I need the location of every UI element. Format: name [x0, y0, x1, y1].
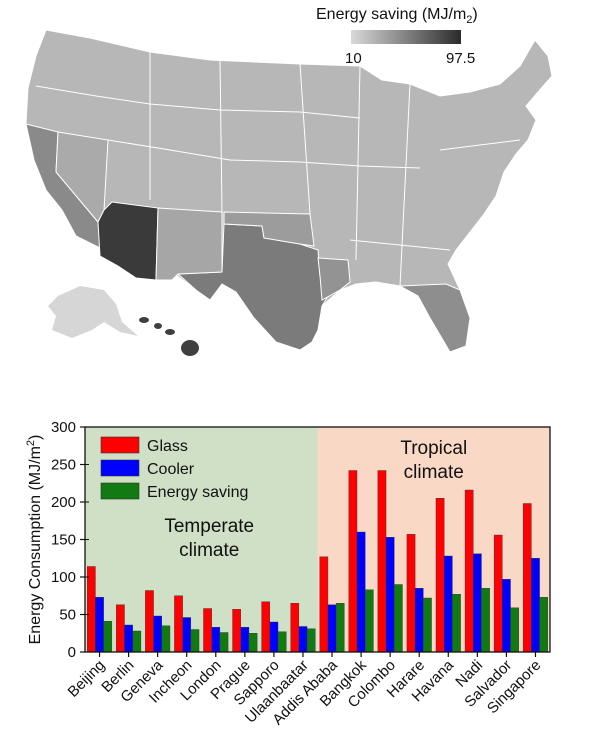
state-oklahoma	[223, 211, 315, 247]
bar-glass-14	[493, 534, 503, 653]
y-tick-label-0: 0	[68, 644, 76, 661]
bar-cooler-3	[182, 617, 192, 653]
bar-cooler-6	[269, 621, 279, 653]
legend: Glass Cooler Energy saving	[100, 436, 248, 501]
region-labels: Temperate climate Tropical climate	[164, 438, 467, 561]
bar-glass-8	[319, 556, 329, 653]
bar-energy-saving-13	[481, 588, 490, 653]
state-alaska	[48, 286, 138, 338]
legend-label-1: Cooler	[147, 461, 195, 478]
bar-energy-saving-0	[103, 621, 113, 653]
bar-energy-saving-12	[452, 594, 461, 653]
bar-energy-saving-8	[335, 603, 345, 653]
bar-cooler-10	[385, 537, 395, 653]
bar-glass-10	[377, 470, 387, 653]
bar-energy-saving-10	[394, 584, 403, 653]
bar-cooler-0	[95, 597, 104, 653]
bar-glass-13	[464, 489, 474, 653]
bar-glass-1	[116, 604, 125, 653]
bar-glass-5	[232, 609, 241, 653]
bar-glass-11	[406, 534, 416, 653]
bar-glass-6	[261, 601, 271, 653]
bar-energy-saving-3	[190, 629, 200, 653]
bar-cooler-2	[153, 615, 162, 653]
bar-cooler-12	[443, 555, 453, 653]
colorbar-min-label: 10	[345, 50, 362, 67]
bar-marks	[87, 470, 548, 653]
state-arizona	[97, 201, 159, 281]
bar-cooler-8	[327, 604, 337, 653]
bar-cooler-5	[240, 627, 250, 653]
state-new-mexico	[155, 207, 223, 281]
bar-glass-2	[145, 590, 154, 653]
bar-glass-4	[203, 608, 212, 653]
colorbar-title: Energy saving (MJ/m2)	[316, 6, 478, 26]
bar-energy-saving-9	[364, 589, 374, 653]
bar-cooler-15	[531, 558, 540, 653]
bar-energy-saving-5	[248, 633, 258, 653]
state-borders	[35, 52, 521, 287]
bar-cooler-13	[473, 553, 482, 653]
bar-energy-saving-11	[423, 597, 432, 653]
bar-glass-15	[522, 503, 532, 653]
bar-glass-0	[87, 566, 96, 653]
energy-consumption-chart: 050100150200250300BeijingBerlinGenevaInc…	[25, 419, 551, 728]
state-louisiana	[317, 257, 351, 301]
legend-label-0: Glass	[147, 438, 188, 455]
region-label-line2-0: climate	[179, 540, 239, 561]
region-label-line1-1: Tropical	[400, 438, 467, 459]
y-tick-label-4: 200	[51, 494, 76, 511]
region-label-line1-0: Temperate	[164, 516, 254, 537]
bar-cooler-11	[414, 588, 424, 653]
bar-energy-saving-15	[539, 597, 548, 653]
bar-energy-saving-4	[219, 632, 229, 653]
y-tick-label-5: 250	[51, 457, 76, 474]
bar-cooler-14	[502, 579, 511, 653]
state-florida	[398, 283, 471, 353]
bar-cooler-4	[211, 627, 221, 653]
legend-swatch-0	[100, 436, 140, 454]
y-tick-label-3: 150	[51, 532, 76, 549]
us-energy-saving-map: Energy saving (MJ/m2) 10 97.5	[25, 6, 553, 356]
x-tick-label-0: Beijing	[64, 657, 108, 701]
bar-energy-saving-1	[132, 630, 142, 653]
bar-glass-7	[290, 603, 300, 653]
y-tick-label-6: 300	[51, 419, 76, 436]
legend-label-2: Energy saving	[147, 484, 248, 501]
y-tick-label-2: 100	[51, 569, 76, 586]
legend-swatch-1	[100, 459, 140, 477]
bar-glass-3	[174, 595, 183, 653]
bar-cooler-1	[124, 624, 133, 653]
bar-cooler-9	[356, 531, 366, 653]
colorbar-max-label: 97.5	[446, 50, 475, 67]
bar-energy-saving-6	[277, 631, 287, 653]
bar-glass-12	[435, 498, 445, 653]
colorbar	[351, 30, 461, 44]
bar-energy-saving-7	[306, 628, 316, 653]
legend-swatch-2	[100, 482, 140, 500]
state-hawaii	[139, 317, 199, 356]
state-texas	[176, 223, 329, 351]
y-tick-label-1: 50	[59, 607, 76, 624]
y-axis-title: Energy Consumption (MJ/m2)	[25, 435, 44, 645]
bar-cooler-7	[298, 626, 308, 653]
bar-energy-saving-14	[510, 607, 519, 653]
bar-glass-9	[348, 470, 358, 653]
region-label-line2-1: climate	[404, 462, 464, 483]
bar-energy-saving-2	[161, 625, 171, 653]
